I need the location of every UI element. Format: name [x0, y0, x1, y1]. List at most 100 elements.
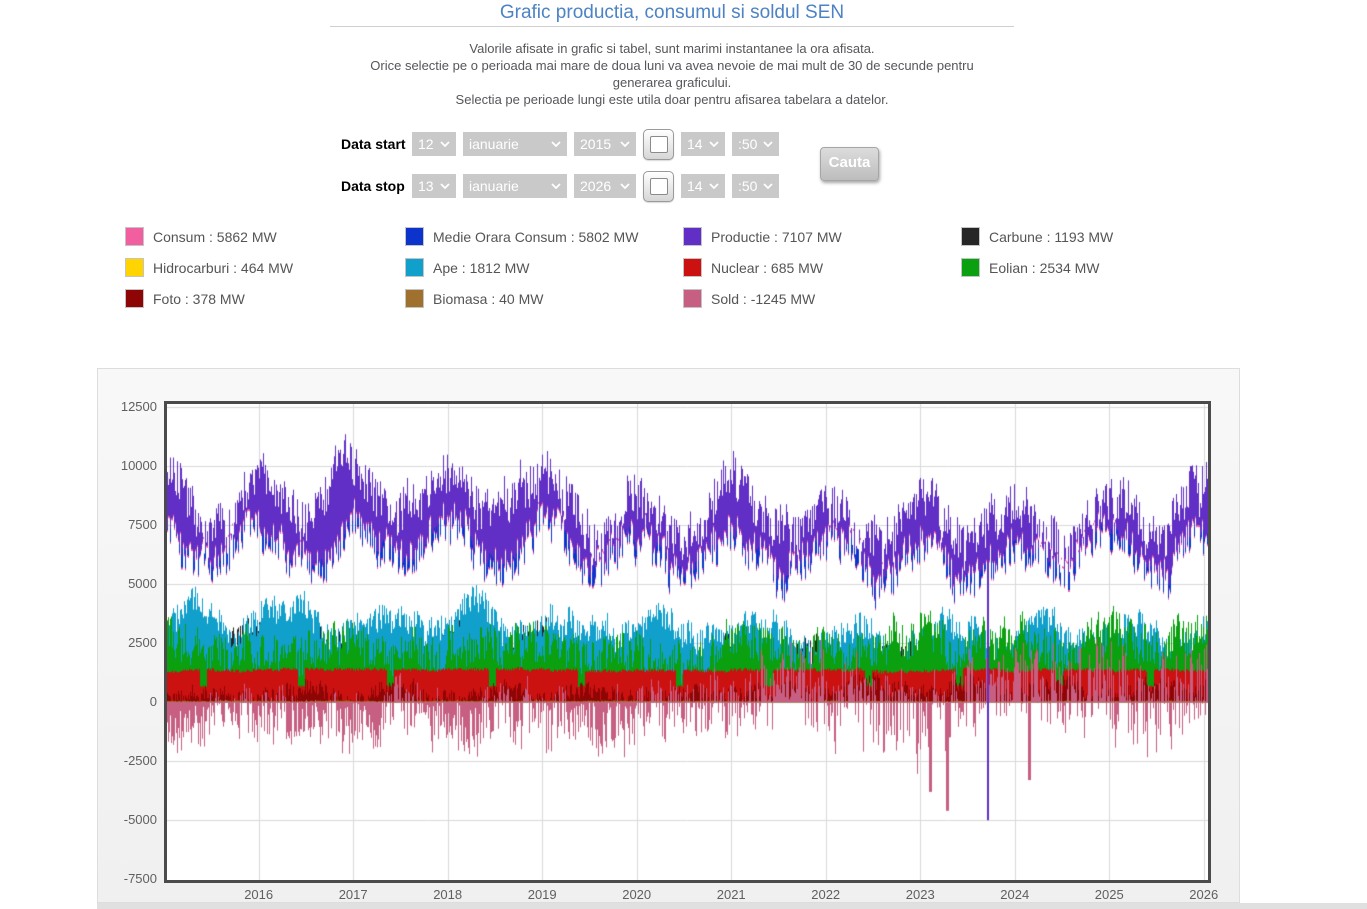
start-year-value: 2015 [580, 136, 612, 152]
start-calendar-button[interactable] [643, 128, 674, 160]
stop-year-value: 2026 [580, 178, 612, 194]
legend-item: Carbune : 1193 MW [961, 221, 1242, 252]
page-description: Valorile afisate in grafic si tabel, sun… [343, 40, 1001, 108]
section-divider [97, 903, 1367, 909]
x-axis-label: 2016 [244, 887, 274, 902]
stop-calendar-button[interactable] [643, 170, 674, 202]
page-title: Grafic productia, consumul si soldul SEN [330, 0, 1014, 27]
legend-item: Nuclear : 685 MW [683, 252, 961, 283]
legend-label: Eolian : 2534 MW [989, 259, 1100, 276]
legend-label: Foto : 378 MW [153, 290, 245, 307]
chevron-down-icon [763, 183, 773, 189]
legend-item: Hidrocarburi : 464 MW [125, 252, 405, 283]
description-line: Valorile afisate in grafic si tabel, sun… [469, 41, 875, 56]
chevron-down-icon [763, 141, 773, 147]
chevron-down-icon [620, 183, 630, 189]
y-axis-label: 12500 [120, 398, 157, 414]
date-start-controls: 12 ianuarie 2015 14 :50 [412, 128, 779, 160]
chevron-down-icon [620, 141, 630, 147]
stop-hour-select[interactable]: 14 [681, 174, 725, 198]
legend-swatch [125, 258, 144, 277]
x-axis-label: 2019 [527, 887, 557, 902]
y-axis-label: 0 [149, 694, 157, 710]
description-line: Selectia pe perioade lungi este utila do… [455, 92, 889, 107]
chevron-down-icon [709, 141, 719, 147]
chevron-down-icon [709, 183, 719, 189]
legend-swatch [961, 227, 980, 246]
description-line: Orice selectie pe o perioada mai mare de… [370, 58, 974, 90]
legend-swatch [683, 227, 702, 246]
stop-year-select[interactable]: 2026 [574, 174, 636, 198]
y-axis-label: 2500 [128, 635, 157, 651]
y-axis-label: 10000 [120, 457, 157, 473]
legend-swatch [405, 258, 424, 277]
chevron-down-icon [440, 141, 450, 147]
legend-item: Productie : 7107 MW [683, 221, 961, 252]
x-axis-label: 2020 [622, 887, 652, 902]
y-axis-label: 7500 [128, 516, 157, 532]
chevron-down-icon [551, 183, 561, 189]
legend-label: Biomasa : 40 MW [433, 290, 544, 307]
start-minute-value: :50 [738, 136, 758, 152]
legend-label: Consum : 5862 MW [153, 228, 277, 245]
date-stop-row: Data stop 13 ianuarie 2026 14 :50 [341, 170, 779, 202]
stop-hour-value: 14 [687, 178, 703, 194]
chevron-down-icon [440, 183, 450, 189]
legend-label: Sold : -1245 MW [711, 290, 816, 307]
calendar-icon [649, 135, 668, 153]
legend-swatch [125, 289, 144, 308]
start-hour-value: 14 [687, 136, 703, 152]
legend-item: Medie Orara Consum : 5802 MW [405, 221, 683, 252]
stop-day-value: 13 [418, 178, 434, 194]
x-axis-label: 2017 [338, 887, 368, 902]
legend-item: Consum : 5862 MW [125, 221, 405, 252]
legend-label: Nuclear : 685 MW [711, 259, 824, 276]
date-stop-label: Data stop [341, 178, 405, 194]
sen-area-chart [167, 404, 1208, 880]
y-axis-label: 5000 [128, 576, 157, 591]
x-axis-label: 2023 [905, 887, 935, 902]
legend-label: Ape : 1812 MW [433, 259, 530, 276]
search-button[interactable]: Cauta [820, 147, 879, 181]
calendar-icon [649, 177, 668, 195]
legend-swatch [683, 258, 702, 277]
legend-swatch [961, 258, 980, 277]
x-axis-label: 2022 [811, 887, 841, 902]
y-axis-label: -7500 [123, 871, 157, 887]
legend-label: Carbune : 1193 MW [989, 228, 1114, 245]
legend-item: Eolian : 2534 MW [961, 252, 1242, 283]
legend-label: Medie Orara Consum : 5802 MW [433, 228, 639, 245]
start-hour-select[interactable]: 14 [681, 132, 725, 156]
chart-panel: 12500 10000 7500 5000 2500 0 -2500 -5000 -7500 2… [97, 368, 1240, 903]
legend-item: Sold : -1245 MW [683, 283, 961, 314]
legend-label: Productie : 7107 MW [711, 228, 842, 245]
date-start-row: Data start 12 ianuarie 2015 14 :5 [341, 128, 779, 160]
legend-swatch [125, 227, 144, 246]
stop-day-select[interactable]: 13 [412, 174, 456, 198]
date-stop-controls: 13 ianuarie 2026 14 :50 [412, 170, 779, 202]
legend-label: Hidrocarburi : 464 MW [153, 259, 294, 276]
plot-area [164, 401, 1211, 883]
legend-item: Biomasa : 40 MW [405, 283, 683, 314]
stop-month-value: ianuarie [469, 178, 519, 194]
start-year-select[interactable]: 2015 [574, 132, 636, 156]
y-axis-label: -5000 [123, 812, 157, 828]
stop-month-select[interactable]: ianuarie [463, 174, 567, 198]
start-day-select[interactable]: 12 [412, 132, 456, 156]
legend-swatch [405, 227, 424, 246]
legend-item: Foto : 378 MW [125, 283, 405, 314]
x-axis-label: 2025 [1094, 887, 1124, 902]
stop-minute-select[interactable]: :50 [732, 174, 779, 198]
stop-minute-value: :50 [738, 178, 758, 194]
x-axis-label: 2021 [716, 887, 746, 902]
start-month-select[interactable]: ianuarie [463, 132, 567, 156]
start-day-value: 12 [418, 136, 434, 152]
legend-swatch [405, 289, 424, 308]
legend-swatch [683, 289, 702, 308]
start-minute-select[interactable]: :50 [732, 132, 779, 156]
date-start-label: Data start [341, 136, 406, 152]
start-month-value: ianuarie [469, 136, 519, 152]
chart-legend: Consum : 5862 MW Medie Orara Consum : 580… [125, 221, 1242, 314]
x-axis-label: 2026 [1189, 887, 1219, 902]
